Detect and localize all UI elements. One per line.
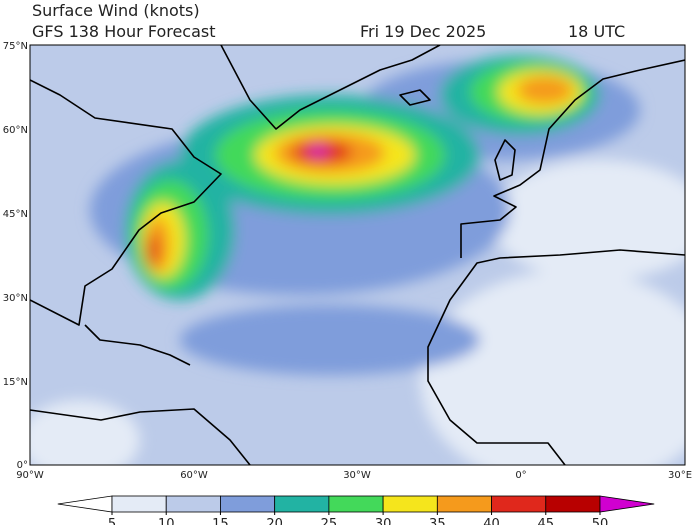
map-frame [29,44,686,466]
field [180,305,480,375]
lon-label: 30°E [668,470,692,481]
coast-europe [460,59,685,258]
wind-field [30,45,685,465]
colorbar-tick-label: 10 [158,517,175,525]
lon-label: 60°W [180,470,208,481]
lat-label: 60°N [3,125,28,136]
field [490,160,685,280]
lon-labels: 90°W 60°W 30°W 0° 30°E [16,470,692,481]
coast-britain [494,139,516,181]
lat-label: 30°N [3,293,28,304]
colorbar-segment [491,495,547,513]
coast-south-america [30,408,251,465]
lat-label: 75°N [3,41,28,52]
coastlines [30,45,685,465]
field [30,400,140,465]
coast-caribbean [84,324,191,366]
colorbar: 5 10 15 20 25 30 35 40 45 50 [57,495,655,525]
field [146,234,158,266]
title: Surface Wind (knots) [32,1,200,20]
colorbar-tick-label: 5 [108,517,116,525]
lon-label: 90°W [16,470,44,481]
colorbar-tick-label: 30 [375,517,392,525]
colorbar-segment [436,495,492,513]
colorbar-segment [274,495,330,513]
colorbar-segment [165,495,221,513]
field [517,76,573,104]
colorbar-end-high [599,495,655,513]
colorbar-segment [220,495,276,513]
lat-label: 45°N [3,209,28,220]
lat-label: 0° [17,460,28,471]
colorbar-tick-label: 35 [429,517,446,525]
lat-labels: 75°N 60°N 45°N 30°N 15°N 0° [3,41,28,471]
date: Fri 19 Dec 2025 [360,22,486,41]
time: 18 UTC [568,22,625,41]
coast-north-america [30,79,222,326]
colorbar-tick-label: 20 [266,517,283,525]
colorbar-tick-label: 50 [592,517,609,525]
colorbar-segment [328,495,384,513]
field [420,270,685,465]
lon-label: 0° [515,470,526,481]
coast-africa [427,249,685,465]
colorbar-end-low [57,495,113,513]
colorbar-tick-label: 15 [212,517,229,525]
subtitle: GFS 138 Hour Forecast [32,22,216,41]
colorbar-segment [545,495,601,513]
coast-iceland [399,89,431,106]
coast-greenland [220,45,441,130]
colorbar-tick-label: 25 [321,517,338,525]
lat-label: 15°N [3,377,28,388]
field [308,146,328,156]
colorbar-segment [382,495,438,513]
colorbar-tick-label: 40 [483,517,500,525]
lon-label: 30°W [343,470,371,481]
colorbar-segment [111,495,167,513]
colorbar-tick-label: 45 [538,517,555,525]
